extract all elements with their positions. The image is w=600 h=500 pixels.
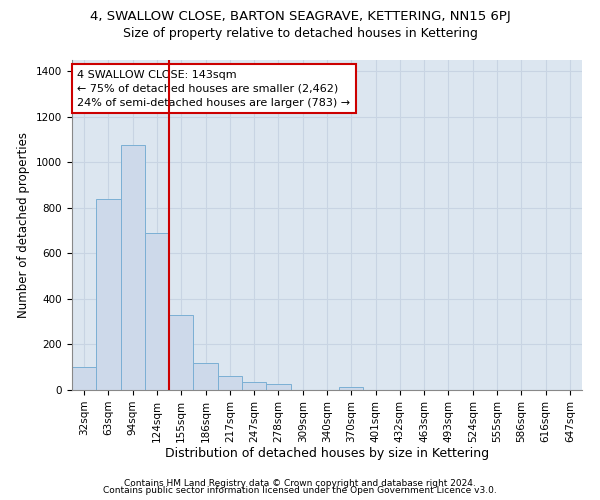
- Y-axis label: Number of detached properties: Number of detached properties: [17, 132, 31, 318]
- Text: Size of property relative to detached houses in Kettering: Size of property relative to detached ho…: [122, 28, 478, 40]
- Bar: [72, 367, 96, 390]
- Bar: [96, 199, 121, 390]
- Bar: [145, 233, 169, 390]
- Bar: [266, 384, 290, 390]
- Text: 4, SWALLOW CLOSE, BARTON SEAGRAVE, KETTERING, NN15 6PJ: 4, SWALLOW CLOSE, BARTON SEAGRAVE, KETTE…: [89, 10, 511, 23]
- X-axis label: Distribution of detached houses by size in Kettering: Distribution of detached houses by size …: [165, 448, 489, 460]
- Bar: [242, 382, 266, 390]
- Bar: [193, 362, 218, 390]
- Bar: [169, 315, 193, 390]
- Text: Contains public sector information licensed under the Open Government Licence v3: Contains public sector information licen…: [103, 486, 497, 495]
- Bar: [339, 386, 364, 390]
- Bar: [121, 146, 145, 390]
- Text: 4 SWALLOW CLOSE: 143sqm
← 75% of detached houses are smaller (2,462)
24% of semi: 4 SWALLOW CLOSE: 143sqm ← 75% of detache…: [77, 70, 350, 108]
- Text: Contains HM Land Registry data © Crown copyright and database right 2024.: Contains HM Land Registry data © Crown c…: [124, 478, 476, 488]
- Bar: [218, 376, 242, 390]
